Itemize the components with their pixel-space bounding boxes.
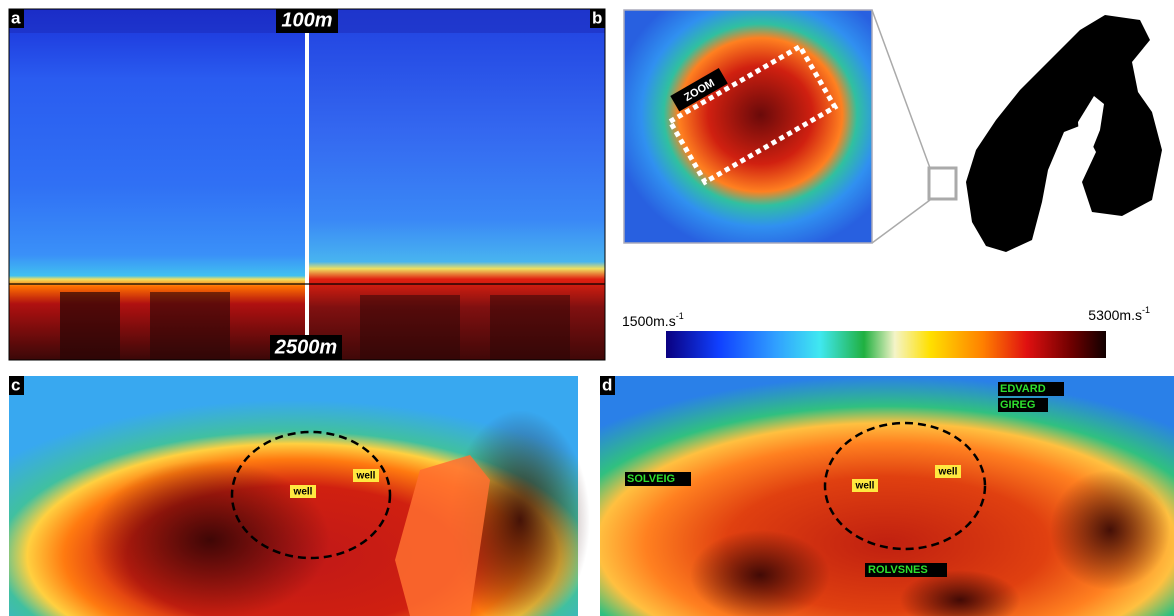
panel-label: d: [602, 375, 612, 394]
label-bg: [590, 9, 605, 28]
dark-zone: [150, 292, 230, 360]
label-bg: [353, 469, 379, 482]
well-label: well: [293, 487, 313, 498]
dark-zone: [450, 410, 590, 616]
orange-body: [395, 455, 490, 616]
label-bg: [270, 335, 342, 360]
zoom-outline: [666, 43, 839, 186]
colorbar-min: 1500m.s-1: [622, 311, 684, 328]
well-label: well: [938, 467, 958, 478]
dark-zone: [490, 295, 570, 360]
label-bg: [9, 9, 24, 28]
map-frame: [623, 9, 873, 244]
map-image: [624, 10, 872, 243]
site-label: EDVARD: [1000, 383, 1046, 395]
panel-c: c well well: [9, 375, 590, 616]
gulf: [1078, 96, 1104, 160]
label-bg: [852, 479, 878, 492]
divider: [305, 9, 309, 360]
label-bg: [625, 472, 691, 486]
label-bg: [670, 67, 728, 112]
panel-ab: a b 100m 2500m: [8, 8, 606, 361]
site-label: GIREG: [1000, 399, 1035, 411]
panel-label: a: [11, 8, 21, 27]
dark-zone: [1050, 470, 1170, 590]
well-circle: [823, 421, 987, 551]
well-circle: [230, 430, 392, 560]
label-sup: -1: [1142, 305, 1150, 315]
label-bg: [276, 9, 338, 33]
label-text: 1500m.s: [622, 313, 676, 329]
location-map: ZOOM: [623, 9, 1162, 252]
label-bg: [998, 382, 1064, 396]
colorbar-ramp: [666, 331, 1106, 358]
panel-d: d well well EDVARD GIREG SOLVEIG ROLVSNE…: [600, 375, 1174, 616]
site-label: SOLVEIG: [627, 473, 675, 485]
label-bg: [998, 398, 1048, 412]
inset-square: [927, 166, 958, 201]
label-bg: [290, 485, 316, 498]
colorbar: 1500m.s-1 5300m.s-1: [622, 305, 1150, 358]
label-bg: [865, 563, 947, 577]
label-sup: -1: [676, 311, 684, 321]
scandinavia: [966, 15, 1162, 252]
label-text: 5300m.s: [1088, 307, 1142, 323]
connector: [871, 199, 931, 244]
dark-zone: [60, 292, 120, 360]
panel-label: b: [592, 8, 602, 27]
label-bg: [600, 376, 615, 395]
dark-zone: [360, 295, 460, 360]
dark-zone: [90, 460, 330, 616]
connector: [871, 9, 931, 169]
dark-zone: [900, 570, 1020, 616]
label-bg: [9, 376, 24, 395]
colorbar-max: 5300m.s-1: [1088, 305, 1150, 322]
well-label: well: [855, 481, 875, 492]
label-bg: [935, 465, 961, 478]
depth-label: 100m: [281, 9, 332, 31]
dark-zone: [690, 530, 830, 616]
site-label: ROLVSNES: [868, 564, 928, 576]
well-label: well: [356, 471, 376, 482]
depth-label: 2500m: [274, 336, 337, 358]
panel-label: c: [11, 375, 20, 394]
